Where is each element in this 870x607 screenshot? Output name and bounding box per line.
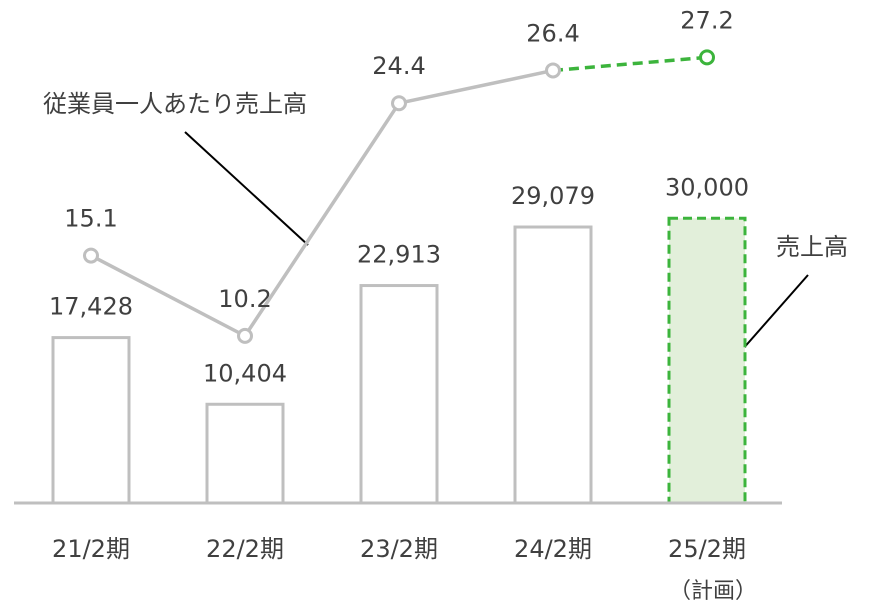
x-tick-label: 24/2期 [514,535,592,563]
bar [51,336,131,505]
bar [513,225,593,505]
line-annotation: 従業員一人あたり売上高 [43,90,307,118]
leader-line [184,131,309,246]
line-value-label: 10.2 [218,285,271,313]
bar [205,402,285,505]
line-value-label: 26.4 [526,19,579,47]
x-tick-label: 23/2期 [360,535,438,563]
line [90,68,554,339]
line-point [545,62,561,79]
x-tick-note: （計画） [669,579,757,604]
line-point [391,95,407,112]
bar-value-label: 17,428 [49,293,133,321]
line-value-label: 27.2 [680,6,733,34]
bar-value-label: 10,404 [203,359,287,387]
line-point [237,327,253,344]
line-point [83,247,99,264]
bar [359,284,439,505]
line-value-label: 24.4 [372,52,425,80]
line-value-label: 15.1 [64,205,117,233]
x-tick-label: 21/2期 [52,535,130,563]
bar-annotation: 売上高 [776,233,848,261]
bar [667,216,747,505]
x-tick-label: 22/2期 [206,535,284,563]
bar-value-label: 22,913 [357,241,441,269]
bar-value-label: 30,000 [665,173,749,201]
x-tick-label: 25/2期 [668,535,746,563]
bar-value-label: 29,079 [511,182,595,210]
line-point [699,49,715,66]
plan-line [552,55,708,73]
